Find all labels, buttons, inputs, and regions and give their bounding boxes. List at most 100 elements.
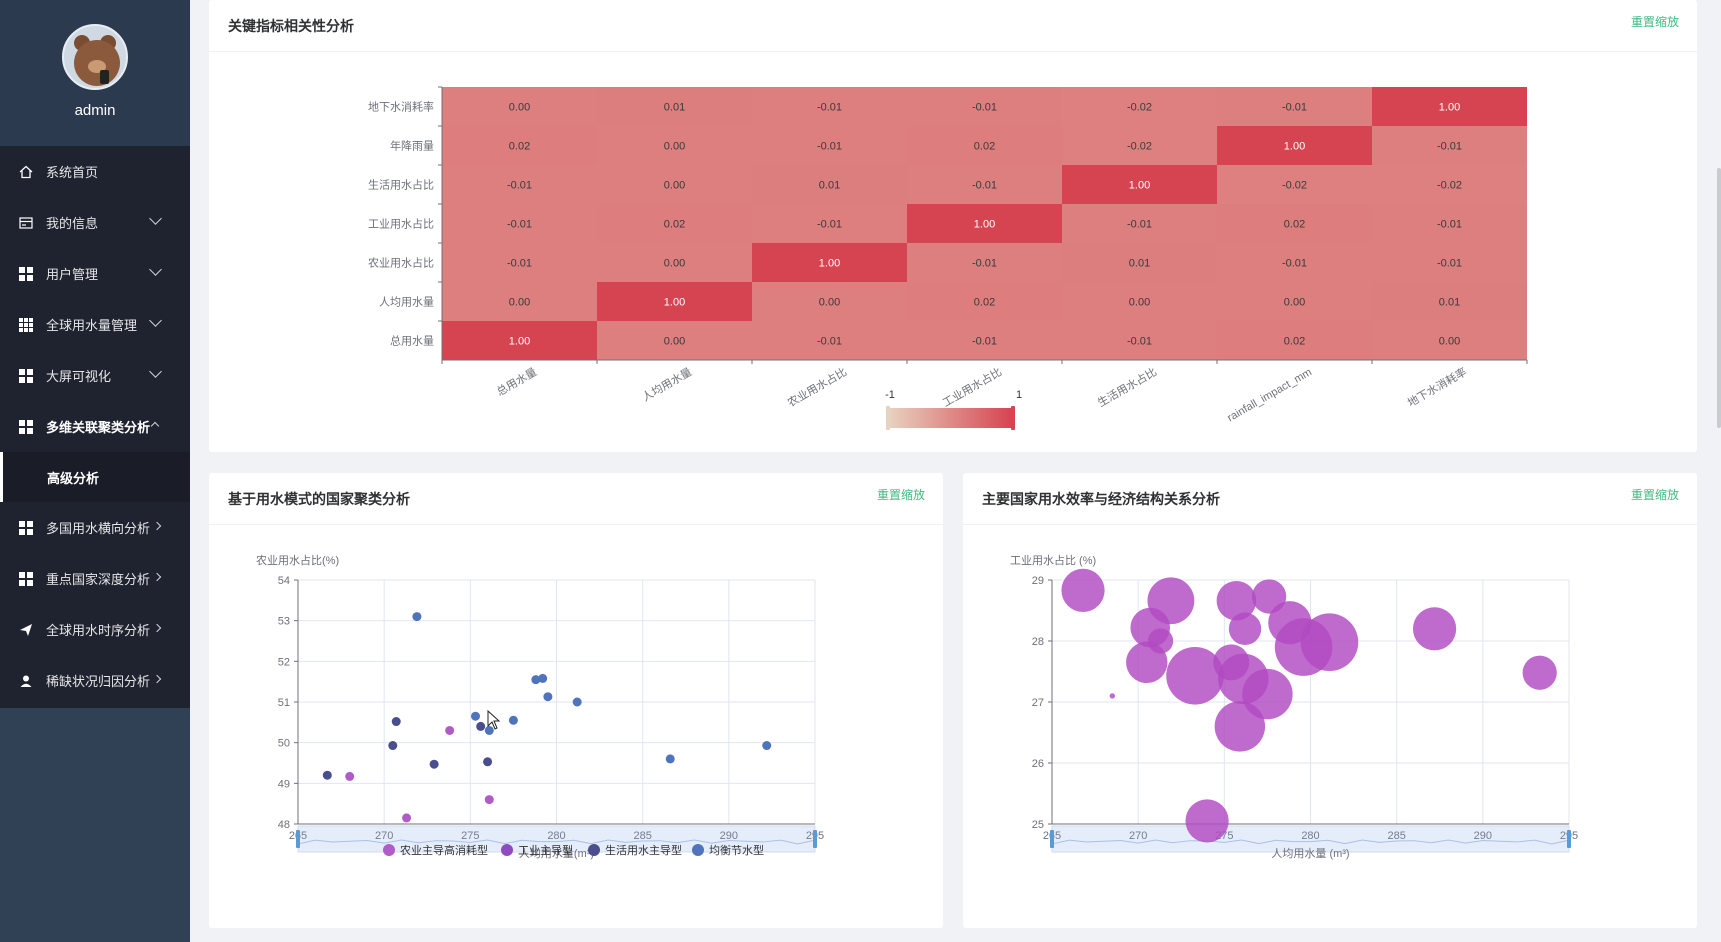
page-scrollbar[interactable] <box>1717 168 1721 428</box>
heatmap-cell-label: 1.00 <box>509 336 530 348</box>
sidebar-item-user-management[interactable]: 用户管理 <box>0 248 190 299</box>
home-icon <box>18 164 34 180</box>
heatmap-cell-label: 0.01 <box>664 102 685 114</box>
sidebar-item-label: 重点国家深度分析 <box>46 572 151 587</box>
heatmap-cell <box>907 243 1062 282</box>
heatmap-cell <box>1217 243 1372 282</box>
scatter-point <box>445 725 455 735</box>
heatmap-cell-label: -0.01 <box>507 219 532 231</box>
user-profile: admin <box>0 0 190 146</box>
bubble <box>1300 613 1359 672</box>
card-header: 关键指标相关性分析 重置缩放 <box>209 0 1697 52</box>
scatter-point <box>762 741 772 751</box>
heatmap-cell <box>1062 165 1217 204</box>
sidebar-item-scarcity[interactable]: 稀缺状况归因分析 <box>0 655 190 706</box>
sidebar-item-cross-country[interactable]: 多国用水横向分析 <box>0 502 190 553</box>
heatmap-cell <box>752 204 907 243</box>
heatmap-cell <box>597 243 752 282</box>
scatter-point <box>543 692 553 702</box>
legend-label: 生活用水主导型 <box>605 843 682 857</box>
heatmap-cell-label: 0.00 <box>1284 297 1305 309</box>
heatmap-cell-label: 0.01 <box>1129 258 1150 270</box>
heatmap-cell-label: -0.01 <box>817 336 842 348</box>
heatmap-cell <box>907 165 1062 204</box>
heatmap-y-tick-label: 农业用水占比 <box>368 256 434 270</box>
y-axis-title: 农业用水占比(%) <box>256 553 339 567</box>
heatmap-cell-label: 0.00 <box>819 297 840 309</box>
heatmap-cell-label: 0.00 <box>509 297 530 309</box>
card-header: 主要国家用水效率与经济结构关系分析 重置缩放 <box>963 473 1697 525</box>
heatmap-cell-label: -0.01 <box>507 180 532 192</box>
heatmap-cell <box>1062 282 1217 321</box>
chevron-icon <box>152 674 162 684</box>
bubble <box>1147 577 1195 625</box>
card-header: 基于用水模式的国家聚类分析 重置缩放 <box>209 473 943 525</box>
reset-zoom-button[interactable]: 重置缩放 <box>1630 488 1679 502</box>
heatmap-cell-label: -0.02 <box>1127 102 1152 114</box>
heatmap-cell-label: -0.01 <box>1437 219 1462 231</box>
bubble <box>1412 607 1457 651</box>
heatmap-cell <box>1372 282 1527 321</box>
heatmap-cell-label: 0.02 <box>1284 219 1305 231</box>
sidebar-item-cluster-analysis[interactable]: 多维关联聚类分析 <box>0 401 190 452</box>
heatmap-x-tick-label: rainfall_impact_mm <box>1225 366 1314 424</box>
heatmap-cell <box>752 87 907 126</box>
sidebar-item-home[interactable]: 系统首页 <box>0 146 190 197</box>
heatmap-cell <box>1372 126 1527 165</box>
sidebar-item-big-screen[interactable]: 大屏可视化 <box>0 350 190 401</box>
reset-zoom-button[interactable]: 重置缩放 <box>876 488 925 502</box>
heatmap-y-tick-label: 工业用水占比 <box>368 217 434 231</box>
heatmap-cell-label: -0.01 <box>972 102 997 114</box>
heatmap-x-tick-label: 工业用水占比 <box>940 364 1004 409</box>
heatmap-cell <box>442 87 597 126</box>
cluster-scatter-chart[interactable]: 48495051525354265270275280285290295农业用水占… <box>209 525 943 928</box>
heatmap-cell <box>442 282 597 321</box>
scatter-point <box>402 813 412 823</box>
sidebar-item-time-series[interactable]: 全球用水时序分析 <box>0 604 190 655</box>
heatmap-cell-label: 1.00 <box>1284 141 1305 153</box>
heatmap-x-tick-label: 地下水消耗率 <box>1405 364 1469 409</box>
y-tick-label: 26 <box>1032 758 1044 770</box>
visual-map-max-label: 1 <box>1016 389 1022 401</box>
heatmap-cell <box>907 87 1062 126</box>
y-tick-label: 52 <box>278 656 290 668</box>
visual-map-handle-low <box>886 406 890 430</box>
heatmap-cell-label: 0.02 <box>974 141 995 153</box>
heatmap-cell-label: 0.02 <box>509 141 530 153</box>
sidebar-item-water-management[interactable]: 全球用水量管理 <box>0 299 190 350</box>
sidebar-item-key-country[interactable]: 重点国家深度分析 <box>0 553 190 604</box>
heatmap-y-tick-label: 地下水消耗率 <box>368 100 434 114</box>
sidebar-subitem-advanced-analysis[interactable]: 高级分析 <box>0 452 190 502</box>
heatmap-cell <box>752 321 907 360</box>
username: admin <box>74 102 116 119</box>
heatmap-x-tick-label: 总用水量 <box>494 364 539 398</box>
scatter-point <box>345 771 355 781</box>
heatmap-cell <box>597 321 752 360</box>
sidebar-item-label: 全球用水时序分析 <box>46 623 151 638</box>
data-zoom-handle-right <box>1567 830 1571 848</box>
sidebar-item-my-info[interactable]: 我的信息 <box>0 197 190 248</box>
x-tick-label: 285 <box>1387 830 1405 842</box>
x-axis-title: 人均用水量 (m³) <box>1271 847 1349 860</box>
sidebar-menu: 系统首页 我的信息 用户管理 全球用水量管理 大屏可视化 多维关联聚类分析 <box>0 146 190 708</box>
avatar[interactable] <box>62 24 128 90</box>
sidebar-item-label: 我的信息 <box>46 216 99 231</box>
avatar-bear-snout <box>88 60 106 73</box>
heatmap-cell <box>1217 165 1372 204</box>
bubble <box>1216 580 1257 621</box>
heatmap-y-tick-label: 年降雨量 <box>390 139 434 153</box>
correlation-heatmap[interactable]: 1.00 0.00 -0.01 -0.01 -0.01 0.02 0.00 0.00 1.00 0… <box>209 52 1697 452</box>
reset-zoom-button[interactable]: 重置缩放 <box>1630 15 1679 29</box>
heatmap-cell <box>1062 204 1217 243</box>
sidebar-item-label: 全球用水量管理 <box>46 318 138 333</box>
heatmap-cell-label: 0.00 <box>664 141 685 153</box>
chevron-down-icon <box>149 212 162 225</box>
heatmap-cell <box>1062 87 1217 126</box>
chevron-down-icon <box>149 365 162 378</box>
mouse-cursor-icon <box>487 709 501 730</box>
apps-icon <box>18 317 34 333</box>
grid-icon <box>18 571 34 587</box>
chevron-icon <box>152 521 162 531</box>
bubble-chart[interactable]: 2526272829265270275280285290295工业用水占比 (%… <box>963 525 1697 928</box>
heatmap-cell <box>907 282 1062 321</box>
